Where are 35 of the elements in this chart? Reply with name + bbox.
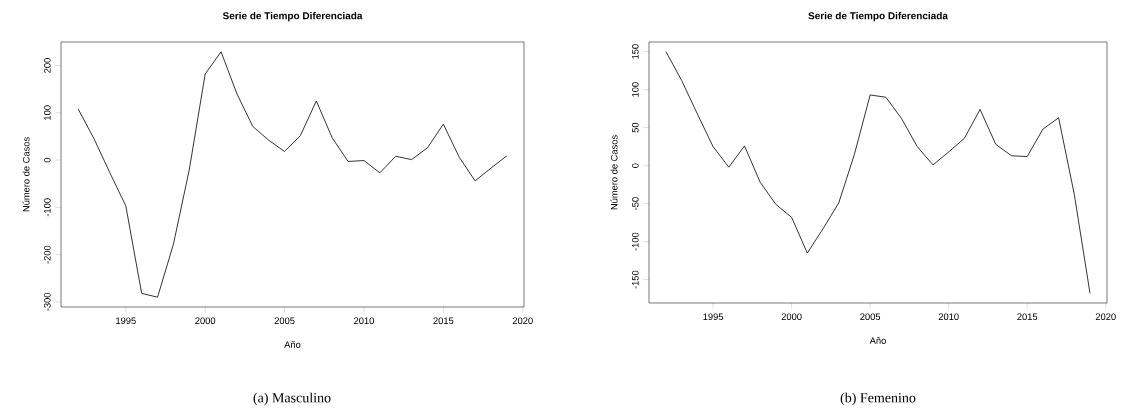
x-tick-label: 2005 [860, 313, 881, 320]
y-tick-label: -200 [44, 245, 51, 264]
x-tick-label: 1995 [703, 313, 724, 320]
x-tick-label: 2010 [354, 317, 374, 324]
y-axis-title: Número de Casos [610, 135, 618, 210]
y-tick-label: -150 [632, 270, 639, 289]
y-tick-label: -50 [632, 197, 639, 210]
y-axis-title: Número de Casos [22, 137, 30, 212]
x-tick-label: 2020 [512, 317, 533, 324]
x-tick-label: 1995 [116, 317, 136, 324]
x-tick-label: 2015 [433, 317, 454, 324]
y-tick-label: 200 [44, 58, 51, 73]
y-tick-label: 100 [44, 105, 51, 120]
y-tick-label: -100 [632, 232, 639, 251]
x-tick-label: 2010 [938, 313, 959, 320]
chart-title: Serie de Tiempo Diferenciada [222, 11, 363, 22]
x-tick-label: 2020 [1095, 313, 1116, 320]
text: (b) Femenino [840, 392, 916, 406]
text: (a) Masculino [253, 392, 331, 406]
line-series [665, 51, 1091, 294]
chart-title: Serie de Tiempo Diferenciada [808, 11, 948, 22]
y-tick-label: 50 [632, 122, 639, 133]
y-tick-label: 0 [44, 157, 51, 163]
line-series [77, 51, 508, 298]
y-tick-label: 0 [632, 163, 639, 168]
y-tick-label: 150 [632, 44, 639, 59]
x-tick-label: 2000 [195, 317, 216, 324]
y-tick-label: -100 [44, 198, 51, 217]
x-tick-label: 2005 [274, 317, 295, 324]
x-axis-title: Año [869, 337, 886, 344]
y-tick-label: 100 [632, 82, 639, 97]
x-axis-title: Año [284, 341, 301, 348]
x-tick-label: 2000 [781, 313, 802, 320]
x-tick-label: 2015 [1017, 313, 1038, 320]
y-tick-label: -300 [44, 292, 51, 311]
